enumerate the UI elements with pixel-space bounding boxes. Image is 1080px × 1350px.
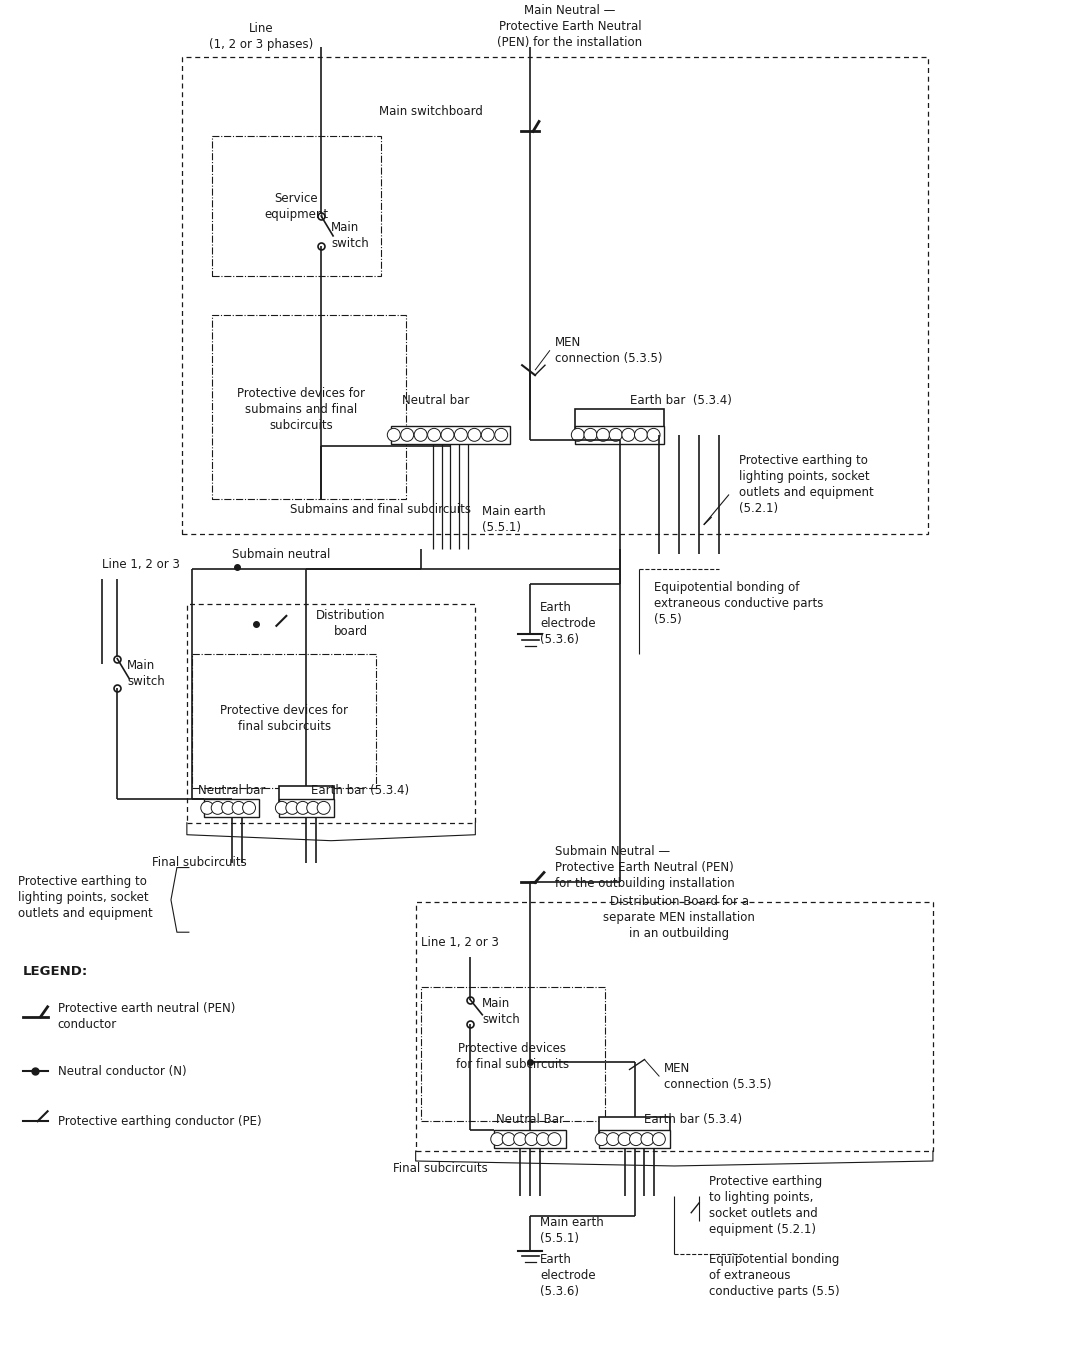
Circle shape	[455, 428, 468, 441]
Circle shape	[482, 428, 495, 441]
Text: Submain Neutral —
Protective Earth Neutral (PEN)
for the outbuilding installatio: Submain Neutral — Protective Earth Neutr…	[555, 845, 734, 890]
Text: Earth
electrode
(5.3.6): Earth electrode (5.3.6)	[540, 601, 596, 647]
Text: Earth bar (5.3.4): Earth bar (5.3.4)	[645, 1112, 743, 1126]
Text: Main earth
(5.5.1): Main earth (5.5.1)	[540, 1216, 604, 1245]
Bar	[279, 786, 334, 806]
Text: MEN
connection (5.3.5): MEN connection (5.3.5)	[664, 1062, 772, 1091]
Circle shape	[607, 1133, 620, 1146]
Bar	[192, 653, 376, 788]
Text: Main
switch: Main switch	[127, 659, 165, 688]
Circle shape	[495, 428, 508, 441]
Circle shape	[584, 428, 597, 441]
Text: Final subcircuits: Final subcircuits	[393, 1162, 488, 1176]
Text: Neutral Bar: Neutral Bar	[496, 1112, 564, 1126]
Bar	[598, 1130, 671, 1148]
Text: Protective devices for
final subcircuits: Protective devices for final subcircuits	[220, 703, 349, 733]
Bar	[212, 316, 406, 500]
Circle shape	[318, 802, 330, 814]
Text: Line 1, 2 or 3: Line 1, 2 or 3	[421, 936, 499, 949]
Bar	[212, 136, 381, 275]
Circle shape	[441, 428, 454, 441]
Circle shape	[537, 1133, 550, 1146]
Text: Service
equipment: Service equipment	[265, 192, 328, 220]
Text: Earth
electrode
(5.3.6): Earth electrode (5.3.6)	[540, 1253, 596, 1297]
Circle shape	[232, 802, 245, 814]
Text: Distribution
board: Distribution board	[316, 609, 386, 639]
Text: Equipotential bonding of
extraneous conductive parts
(5.5): Equipotential bonding of extraneous cond…	[654, 582, 824, 626]
Circle shape	[221, 802, 234, 814]
Bar	[575, 409, 664, 431]
Circle shape	[635, 428, 647, 441]
Circle shape	[502, 1133, 515, 1146]
Text: Protective earth neutral (PEN)
conductor: Protective earth neutral (PEN) conductor	[57, 1002, 235, 1031]
Text: Protective earthing
to lighting points,
socket outlets and
equipment (5.2.1): Protective earthing to lighting points, …	[710, 1176, 822, 1237]
Circle shape	[525, 1133, 538, 1146]
Circle shape	[414, 428, 427, 441]
Circle shape	[286, 802, 299, 814]
Text: Protective earthing to
lighting points, socket
outlets and equipment
(5.2.1): Protective earthing to lighting points, …	[739, 454, 874, 516]
Text: Main
switch: Main switch	[332, 221, 369, 250]
Text: Neutral bar: Neutral bar	[402, 393, 469, 406]
Text: Protective devices
for final subcircuits: Protective devices for final subcircuits	[456, 1042, 569, 1071]
Circle shape	[596, 428, 609, 441]
Text: Line 1, 2 or 3: Line 1, 2 or 3	[103, 558, 180, 571]
Circle shape	[275, 802, 288, 814]
Text: Earth bar  (5.3.4): Earth bar (5.3.4)	[630, 393, 731, 406]
Text: Main earth
(5.5.1): Main earth (5.5.1)	[483, 505, 546, 533]
Circle shape	[652, 1133, 665, 1146]
Circle shape	[243, 802, 256, 814]
Circle shape	[618, 1133, 631, 1146]
Circle shape	[609, 428, 622, 441]
Text: Main Neutral —
Protective Earth Neutral
(PEN) for the installation: Main Neutral — Protective Earth Neutral …	[497, 4, 643, 50]
Circle shape	[296, 802, 309, 814]
Circle shape	[514, 1133, 527, 1146]
Circle shape	[428, 428, 441, 441]
Circle shape	[595, 1133, 608, 1146]
Text: Final subcircuits: Final subcircuits	[152, 856, 247, 869]
Circle shape	[307, 802, 320, 814]
Circle shape	[630, 1133, 643, 1146]
Circle shape	[647, 428, 660, 441]
Text: Protective devices for
submains and final
subcircuits: Protective devices for submains and fina…	[238, 387, 365, 432]
Circle shape	[401, 428, 414, 441]
Bar	[575, 425, 664, 444]
Text: Submain neutral: Submain neutral	[232, 548, 330, 560]
Text: Protective earthing conductor (PE): Protective earthing conductor (PE)	[57, 1115, 261, 1127]
Bar	[495, 1130, 566, 1148]
Text: Distribution Board for a
separate MEN installation
in an outbuilding: Distribution Board for a separate MEN in…	[604, 895, 755, 940]
Text: Main
switch: Main switch	[483, 998, 521, 1026]
Circle shape	[571, 428, 584, 441]
Circle shape	[201, 802, 214, 814]
Bar	[204, 799, 259, 817]
Text: Equipotential bonding
of extraneous
conductive parts (5.5): Equipotential bonding of extraneous cond…	[710, 1253, 840, 1297]
Circle shape	[212, 802, 225, 814]
Text: Earth bar (5.3.4): Earth bar (5.3.4)	[311, 784, 409, 798]
Text: Protective earthing to
lighting points, socket
outlets and equipment: Protective earthing to lighting points, …	[17, 875, 152, 919]
Text: Submains and final subcircuits: Submains and final subcircuits	[291, 504, 471, 516]
Circle shape	[640, 1133, 653, 1146]
Text: Neutral bar: Neutral bar	[198, 784, 266, 798]
Text: Main switchboard: Main switchboard	[379, 105, 483, 117]
Bar	[391, 425, 510, 444]
Bar	[598, 1118, 671, 1137]
Text: Neutral conductor (N): Neutral conductor (N)	[57, 1065, 186, 1077]
Bar	[420, 987, 605, 1122]
Circle shape	[622, 428, 635, 441]
Circle shape	[388, 428, 401, 441]
Text: MEN
connection (5.3.5): MEN connection (5.3.5)	[555, 336, 662, 364]
Circle shape	[548, 1133, 561, 1146]
Bar	[279, 799, 334, 817]
Text: LEGEND:: LEGEND:	[23, 965, 87, 979]
Circle shape	[468, 428, 481, 441]
Text: Line
(1, 2 or 3 phases): Line (1, 2 or 3 phases)	[210, 23, 313, 51]
Circle shape	[490, 1133, 503, 1146]
